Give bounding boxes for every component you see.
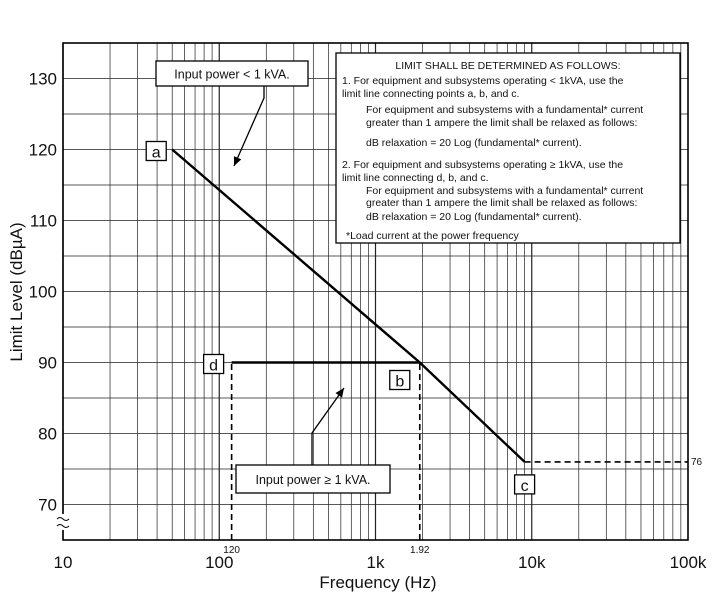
point-label-b: b [395,374,404,391]
y-tick-label: 90 [38,354,57,373]
x-tick-label: 100 [205,553,233,572]
notes-line: greater than 1 ampere the limit shall be… [366,117,637,129]
limit-lines [171,148,526,463]
axis-break-mask [58,514,68,530]
special-y-tick-label: 76 [691,457,703,468]
callout-text: Input power < 1 kVA. [174,68,289,82]
axis-break-mark [56,517,70,528]
callout-box [155,60,309,87]
notes-line: For equipment and subsystems with a fund… [366,104,643,116]
callout-arrowhead [335,388,344,398]
notes-line: 1. For equipment and subsystems operatin… [342,75,624,87]
callout-leader [311,387,345,465]
notes-line: *Load current at the power frequency [346,230,520,242]
x-tick-label: 10 [54,553,73,572]
x-tick-label: 10k [518,553,546,572]
callout-leader [233,86,265,167]
y-axis-title: Limit Level (dBµA) [7,222,26,361]
special-x-tick-label: 1.92 [410,545,430,556]
point-labels: a b c d [145,140,536,495]
notes-title: LIMIT SHALL BE DETERMINED AS FOLLOWS: [395,60,620,72]
tick-labels: 10 100 1k 10k 100k 70 80 90 100 110 120 130 120 1.92 7… [29,70,707,573]
callout-box [235,464,391,494]
point-label-c: c [521,478,529,495]
x-axis-title: Frequency (Hz) [319,573,436,592]
y-tick-label: 70 [38,496,57,515]
point-label-box [513,474,536,495]
notes-frame [335,52,681,244]
x-tick-label: 1k [367,553,385,572]
notes-line: limit line connecting points a, b, and c… [342,88,519,100]
y-tick-label: 110 [30,212,57,231]
callout-text: Input power ≥ 1 kVA. [255,473,370,487]
plot-frame [62,42,689,541]
axes [56,42,689,541]
notes-line: dB relaxation = 20 Log (fundamental* cur… [366,211,582,223]
notes-line: 2. For equipment and subsystems operatin… [342,159,623,171]
reference-lines [230,362,688,540]
notes-line: greater than 1 ampere the limit shall be… [366,197,637,209]
point-label-box [145,140,167,162]
special-x-tick-label: 120 [223,545,240,556]
y-tick-label: 100 [29,283,57,302]
notes-line: dB relaxation = 20 Log (fundamental* cur… [366,137,582,149]
point-label-a: a [152,145,161,162]
y-tick-label: 120 [29,141,57,160]
point-label-box [202,353,225,375]
y-tick-label: 80 [38,425,57,444]
callout-arrowhead [233,156,242,166]
point-label-d: d [209,358,218,375]
notes-line: limit line connecting d, b, and c. [342,172,489,184]
notes-line: For equipment and subsystems with a fund… [366,185,643,197]
point-label-box [389,369,411,391]
x-tick-label: 100k [670,553,707,572]
notes-box: LIMIT SHALL BE DETERMINED AS FOLLOWS: 1. … [335,52,681,244]
y-tick-label: 130 [29,70,57,89]
callouts: Input power < 1 kVA. Input power ≥ 1 kVA. [155,60,391,494]
